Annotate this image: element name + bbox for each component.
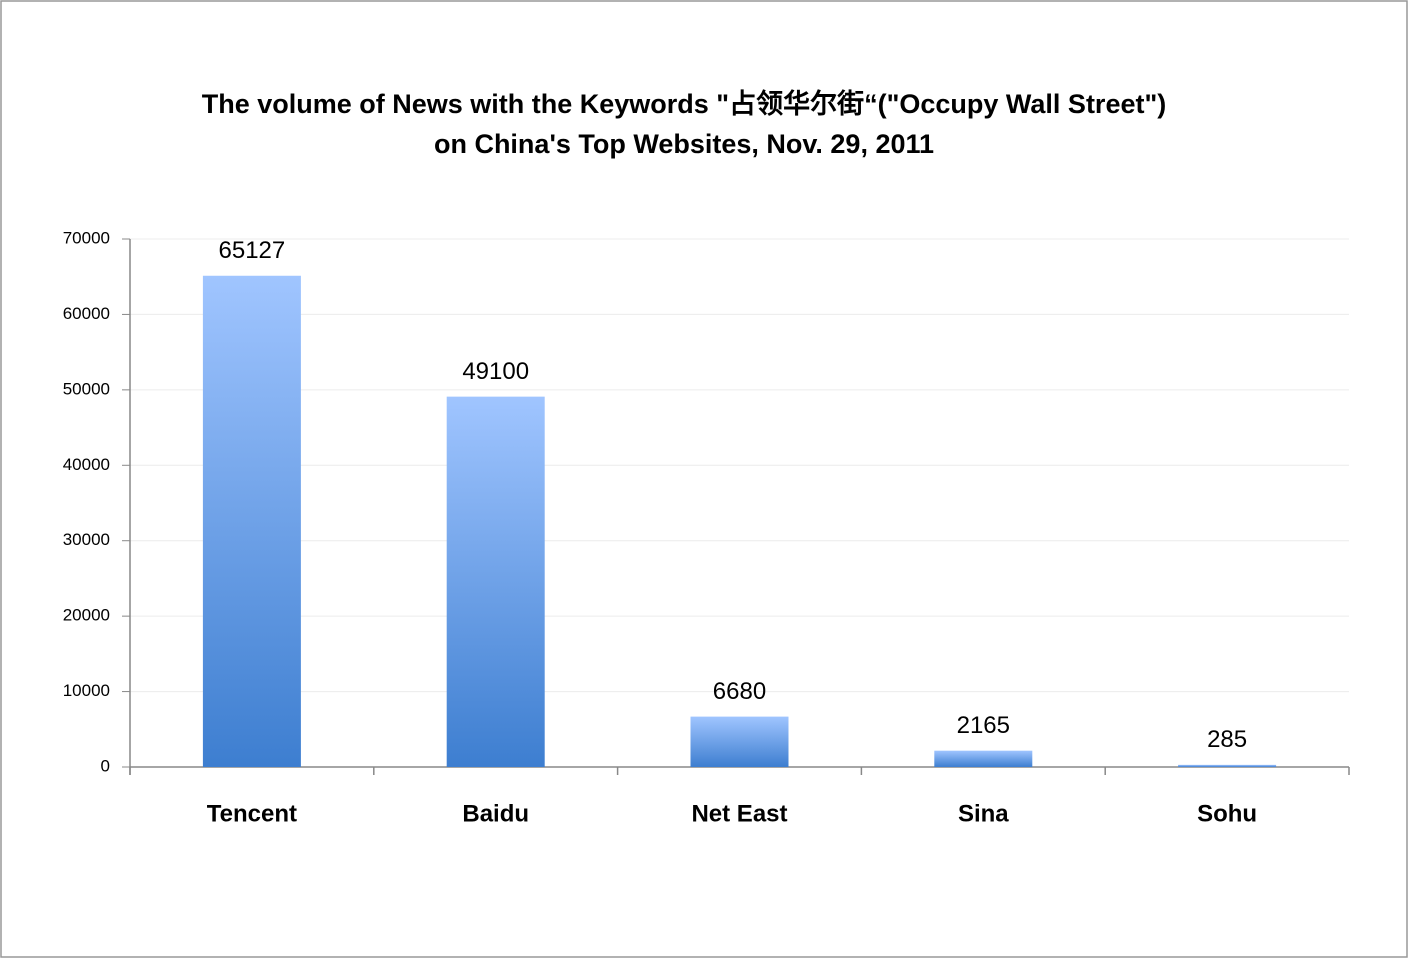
- y-tick-label: 70000: [63, 228, 110, 247]
- y-tick-label: 20000: [63, 606, 110, 625]
- x-tick-label: Tencent: [207, 800, 297, 827]
- value-label: 6680: [713, 678, 766, 705]
- bar: [690, 716, 789, 767]
- y-tick-label: 40000: [63, 455, 110, 474]
- chart-title: on China's Top Websites, Nov. 29, 2011: [434, 129, 934, 159]
- y-tick-label: 30000: [63, 530, 110, 549]
- y-tick-label: 0: [101, 756, 110, 775]
- bar: [202, 275, 301, 767]
- value-label: 49100: [462, 358, 529, 385]
- value-label: 65127: [219, 237, 286, 264]
- bar: [446, 396, 545, 767]
- bar: [1178, 764, 1277, 767]
- y-tick-label: 60000: [63, 304, 110, 323]
- x-tick-label: Baidu: [462, 800, 529, 827]
- y-tick-label: 10000: [63, 681, 110, 700]
- x-tick-label: Net East: [691, 800, 787, 827]
- x-tick-label: Sohu: [1197, 800, 1257, 827]
- value-label: 2165: [957, 712, 1010, 739]
- bar: [934, 750, 1033, 767]
- value-label: 285: [1207, 726, 1247, 753]
- y-tick-label: 50000: [63, 379, 110, 398]
- x-tick-label: Sina: [958, 800, 1009, 827]
- chart-title: The volume of News with the Keywords "占领…: [202, 88, 1167, 119]
